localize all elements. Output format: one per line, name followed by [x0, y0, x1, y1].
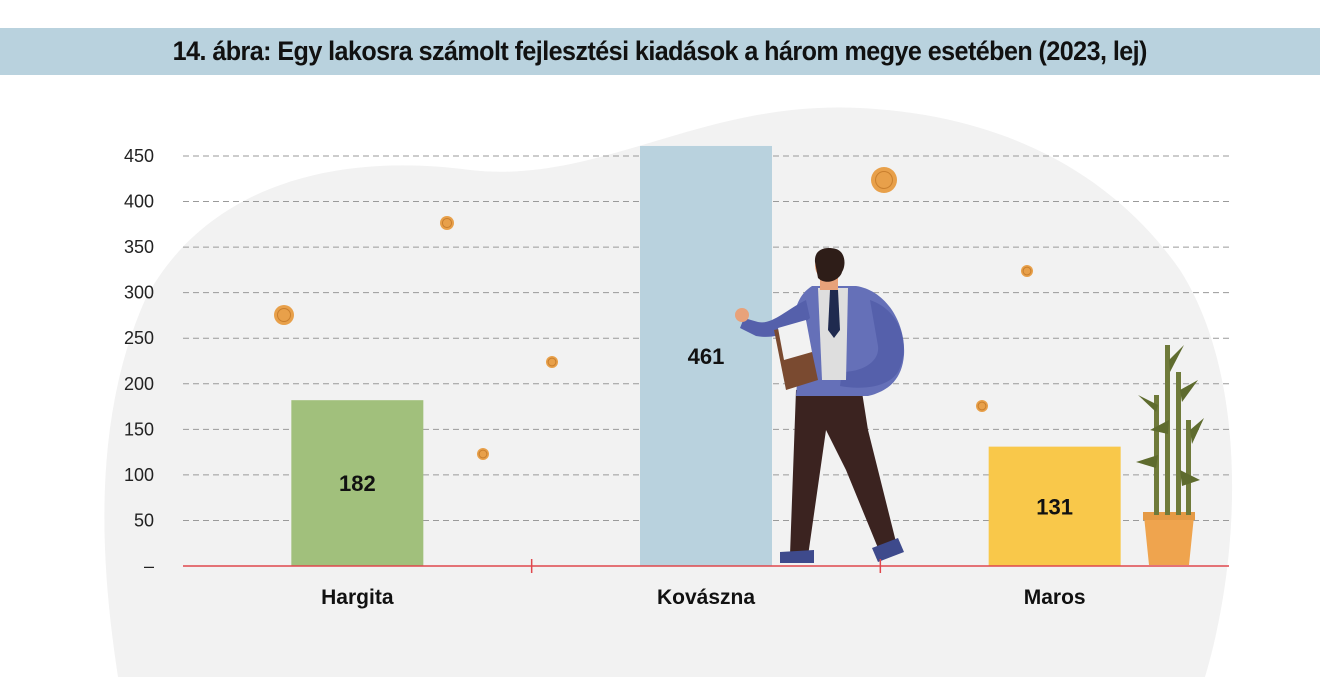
coin-icon — [1021, 265, 1033, 277]
coin-icon — [477, 448, 489, 460]
businessman-reading-document-icon — [735, 248, 905, 563]
y-tick-label: 50 — [134, 510, 154, 530]
y-tick-label: 450 — [124, 146, 154, 166]
y-tick-label: 300 — [124, 283, 154, 303]
y-tick-label: 200 — [124, 374, 154, 394]
category-label: Kovászna — [657, 586, 755, 609]
y-tick-label: 150 — [124, 419, 154, 439]
bar-value-label: 182 — [339, 471, 376, 496]
y-tick-label: 100 — [124, 465, 154, 485]
coin-icon — [274, 305, 294, 325]
bar-kovászna — [640, 145, 772, 566]
category-label: Hargita — [321, 586, 394, 609]
bar-hargita — [291, 400, 424, 566]
y-tick-label: – — [144, 556, 154, 576]
bars: 182 461 131 — [291, 145, 1121, 566]
category-label: Maros — [1024, 586, 1086, 609]
bar-maros — [988, 446, 1121, 566]
bamboo-plant-icon — [1136, 345, 1204, 565]
title-band: 14. ábra: Egy lakosra számolt fejlesztés… — [0, 28, 1320, 75]
y-tick-label: 400 — [124, 192, 154, 212]
coin-icon — [871, 167, 897, 193]
bar-value-label: 131 — [1036, 494, 1073, 519]
y-tick-label: 350 — [124, 237, 154, 257]
coin-icon — [546, 356, 558, 368]
bar-value-label: 461 — [688, 344, 725, 369]
y-axis-ticks: – 50 100 150 200 250 300 350 400 450 — [124, 146, 154, 576]
coins — [274, 167, 1033, 460]
chart-title: 14. ábra: Egy lakosra számolt fejlesztés… — [172, 36, 1148, 66]
coin-icon — [976, 400, 988, 412]
x-axis: Hargita Kovászna Maros — [183, 559, 1229, 609]
coin-icon — [440, 216, 454, 230]
y-tick-label: 250 — [124, 328, 154, 348]
